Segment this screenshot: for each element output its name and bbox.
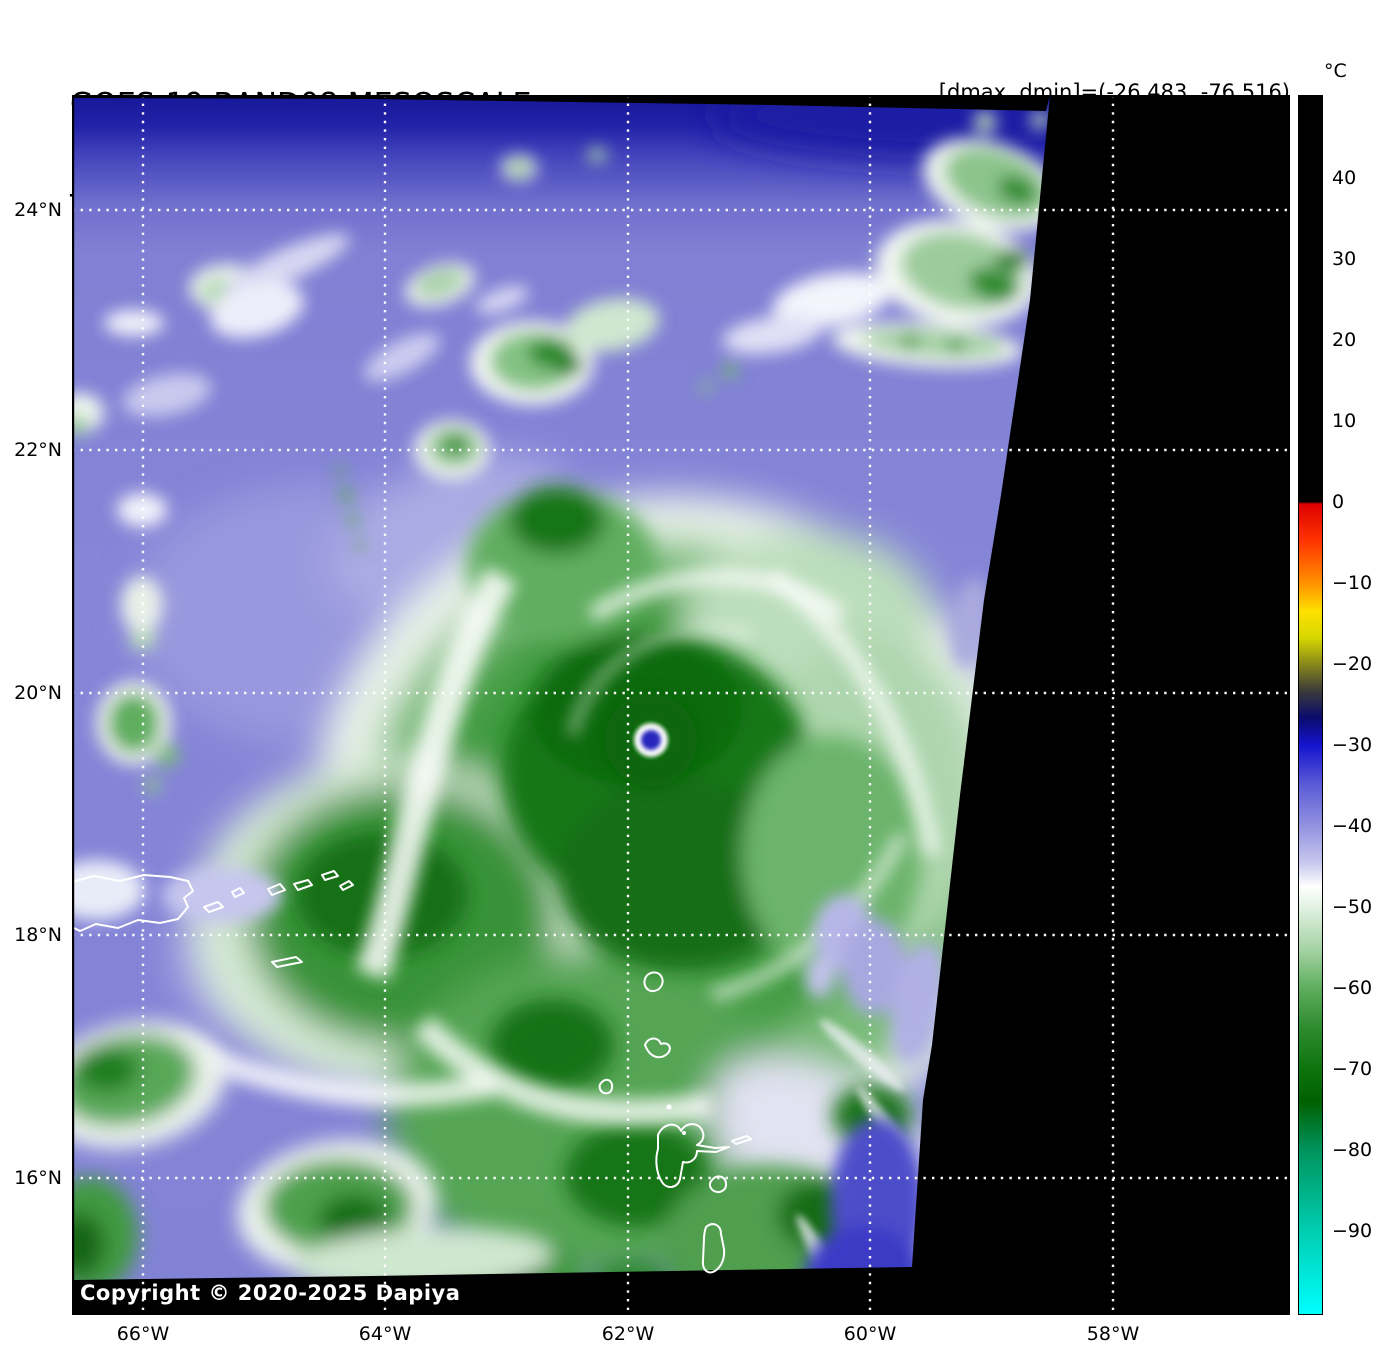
lat-tick-label: 22°N	[14, 439, 62, 461]
lon-tick-label: 60°W	[843, 1323, 897, 1345]
satellite-cloud-field	[72, 95, 1290, 1315]
no-data-region	[72, 95, 1290, 1315]
colorbar-unit: °C	[1324, 60, 1347, 82]
colorbar-tick-label: −50	[1332, 896, 1373, 918]
colorbar-tick-label: −10	[1332, 572, 1373, 594]
map-frame	[72, 95, 1290, 1315]
colorbar-gradient	[1298, 95, 1323, 1315]
copyright-watermark: Copyright © 2020-2025 Dapiya	[80, 1281, 461, 1305]
colorbar-tick-label: −80	[1332, 1139, 1373, 1161]
colorbar-tick-label: 0	[1332, 491, 1345, 513]
lat-tick-label: 16°N	[14, 1167, 62, 1189]
colorbar-tick-label: −30	[1332, 734, 1373, 756]
coastlines	[72, 870, 752, 1274]
scattered-clouds-topright	[700, 111, 1062, 393]
lon-tick-label: 58°W	[1086, 1323, 1140, 1345]
satellite-image	[72, 95, 1290, 1315]
colorbar-tick-label: −90	[1332, 1220, 1373, 1242]
hurricane-core-structure	[297, 486, 922, 1315]
lat-tick-label: 20°N	[14, 682, 62, 704]
colorbar-tick-label: 20	[1332, 329, 1357, 351]
colorbar-tick-label: −60	[1332, 977, 1373, 999]
lon-tick-label: 66°W	[116, 1323, 170, 1345]
colorbar-tick-label: 30	[1332, 248, 1357, 270]
hurricane-eye	[605, 694, 697, 786]
lon-tick-label: 62°W	[601, 1323, 655, 1345]
lat-lon-gridlines	[72, 95, 1290, 1315]
map-area: Copyright © 2020-2025 Dapiya	[72, 95, 1290, 1315]
colorbar-tick-label: −20	[1332, 653, 1373, 675]
colorbar-tick-label: −70	[1332, 1058, 1373, 1080]
lon-tick-label: 64°W	[358, 1323, 412, 1345]
lat-tick-label: 24°N	[14, 199, 62, 221]
colorbar-tick-label: 40	[1332, 167, 1357, 189]
colorbar-tick-label: −40	[1332, 815, 1373, 837]
lat-tick-label: 18°N	[14, 924, 62, 946]
colorbar-tick-label: 10	[1332, 410, 1357, 432]
